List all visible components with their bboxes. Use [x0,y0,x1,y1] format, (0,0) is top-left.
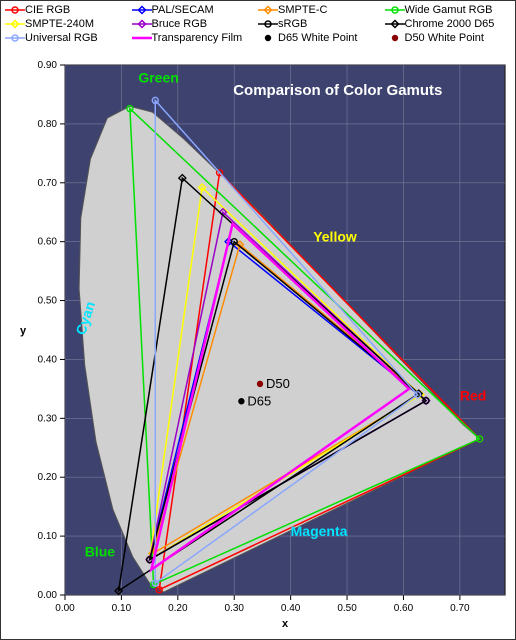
region-label-green: Green [138,70,178,86]
y-tick-label: 0.20 [38,472,58,483]
y-tick-label: 0.50 [38,296,58,307]
x-tick-label: 0.40 [281,603,301,614]
legend-label: D50 White Point [405,32,484,44]
legend: CIE RGB PAL/SECAM SMPTE-C Wide Gamut RGB SMP… [5,3,511,51]
x-tick-label: 0.30 [224,603,244,614]
x-tick-label: 0.60 [394,603,414,614]
legend-item: D50 White Point [385,31,512,45]
legend-label: Bruce RGB [152,18,208,30]
legend-label: D65 White Point [278,32,357,44]
legend-label: Chrome 2000 D65 [405,18,495,30]
y-tick-label: 0.10 [38,531,58,542]
legend-label: PAL/SECAM [152,4,214,16]
legend-item: Transparency Film [132,31,259,45]
legend-item: Chrome 2000 D65 [385,17,512,31]
y-tick-label: 0.40 [38,354,58,365]
white-point-label-d65: D65 [247,393,271,408]
y-axis-label: y [20,325,27,337]
x-tick-label: 0.70 [450,603,470,614]
legend-item: Universal RGB [5,31,132,45]
legend-label: Universal RGB [25,32,98,44]
x-tick-label: 0.20 [168,603,188,614]
r-band [505,53,513,633]
x-tick-label: 0.00 [55,603,75,614]
legend-label: sRGB [278,18,307,30]
legend-item: Wide Gamut RGB [385,3,512,17]
white-point-label-d50: D50 [266,376,290,391]
x-band [5,595,513,633]
legend-label: CIE RGB [25,4,70,16]
y-tick-label: 0.30 [38,413,58,424]
legend-label: SMPTE-240M [25,18,94,30]
legend-label: Wide Gamut RGB [405,4,493,16]
legend-item: Bruce RGB [132,17,259,31]
plot-area: 0.00 0.10 0.20 0.30 0.40 0.50 0.60 0.70 0.00 0.10… [5,53,511,635]
y-tick-label: 0.60 [38,237,58,248]
y-band [5,53,65,633]
legend-item: SMPTE-C [258,3,385,17]
figure-container: CIE RGB PAL/SECAM SMPTE-C Wide Gamut RGB SMP… [0,0,516,640]
x-tick-label: 0.10 [112,603,132,614]
legend-item: D65 White Point [258,31,385,45]
region-label-magenta: Magenta [291,523,348,539]
legend-label: Transparency Film [152,32,243,44]
legend-item: CIE RGB [5,3,132,17]
white-point-d50 [257,381,263,387]
legend-item: PAL/SECAM [132,3,259,17]
white-point-d65 [238,398,244,404]
chart-title: Comparison of Color Gamuts [233,82,442,99]
y-tick-label: 0.00 [38,590,58,601]
x-axis-label: x [282,618,289,630]
chart-svg: 0.00 0.10 0.20 0.30 0.40 0.50 0.60 0.70 0.00 0.10… [5,53,513,633]
t-band [5,53,513,65]
legend-item: SMPTE-240M [5,17,132,31]
y-tick-label: 0.70 [38,178,58,189]
legend-label: SMPTE-C [278,4,328,16]
legend-item: sRGB [258,17,385,31]
y-tick-label: 0.80 [38,119,58,130]
region-label-red: Red [460,388,486,404]
region-label-yellow: Yellow [313,229,357,245]
y-tick-label: 0.90 [38,60,58,71]
x-tick-label: 0.50 [337,603,357,614]
region-label-blue: Blue [85,544,116,560]
